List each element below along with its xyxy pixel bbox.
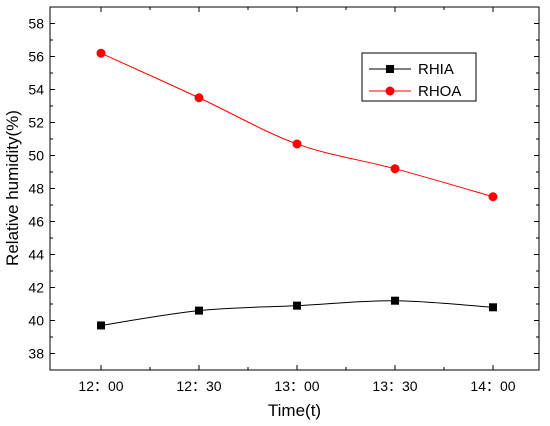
x-tick-label: 13：00 <box>274 378 319 394</box>
x-tick-label: 13：30 <box>372 378 417 394</box>
y-tick-label: 58 <box>28 16 44 32</box>
x-tick-label: 12：00 <box>78 378 123 394</box>
data-point-rhoa <box>194 93 204 103</box>
series-rhia <box>97 296 497 330</box>
y-tick-label: 46 <box>28 214 44 230</box>
x-tick-label: 14：00 <box>470 378 515 394</box>
y-tick-label: 56 <box>28 49 44 65</box>
x-axis-title: Time(t) <box>268 401 321 420</box>
data-point-rhoa <box>390 164 400 174</box>
x-tick-label: 12：30 <box>176 378 221 394</box>
legend-marker-rhia <box>386 65 394 73</box>
y-tick-label: 44 <box>28 247 44 263</box>
y-axis-title: Relative humidity(%) <box>3 110 22 266</box>
y-tick-label: 52 <box>28 115 44 131</box>
legend-label-rhia: RHIA <box>418 61 454 78</box>
y-tick-label: 38 <box>28 346 44 362</box>
data-point-rhia <box>489 303 497 312</box>
legend-marker-rhoa <box>385 86 395 96</box>
data-point-rhoa <box>292 139 302 149</box>
series-layer <box>96 48 498 330</box>
y-tick-label: 48 <box>28 181 44 197</box>
legend-label-rhoa: RHOA <box>418 83 461 100</box>
data-point-rhia <box>195 306 203 315</box>
data-point-rhoa <box>488 192 498 202</box>
x-axis: 12：00 12：30 13：00 13：30 14：00 <box>78 7 516 394</box>
legend: RHIA RHOA <box>361 52 477 102</box>
y-tick-label: 54 <box>28 82 44 98</box>
y-tick-label: 40 <box>28 313 44 329</box>
y-tick-label: 50 <box>28 148 44 164</box>
data-point-rhia <box>293 301 301 310</box>
y-tick-label: 42 <box>28 280 44 296</box>
data-point-rhia <box>391 296 399 305</box>
data-point-rhia <box>97 321 105 330</box>
series-rhoa <box>96 48 498 202</box>
data-point-rhoa <box>96 48 106 58</box>
y-axis: 38 40 42 44 46 48 50 52 54 56 58 <box>28 6 539 371</box>
legend-box <box>361 52 477 102</box>
